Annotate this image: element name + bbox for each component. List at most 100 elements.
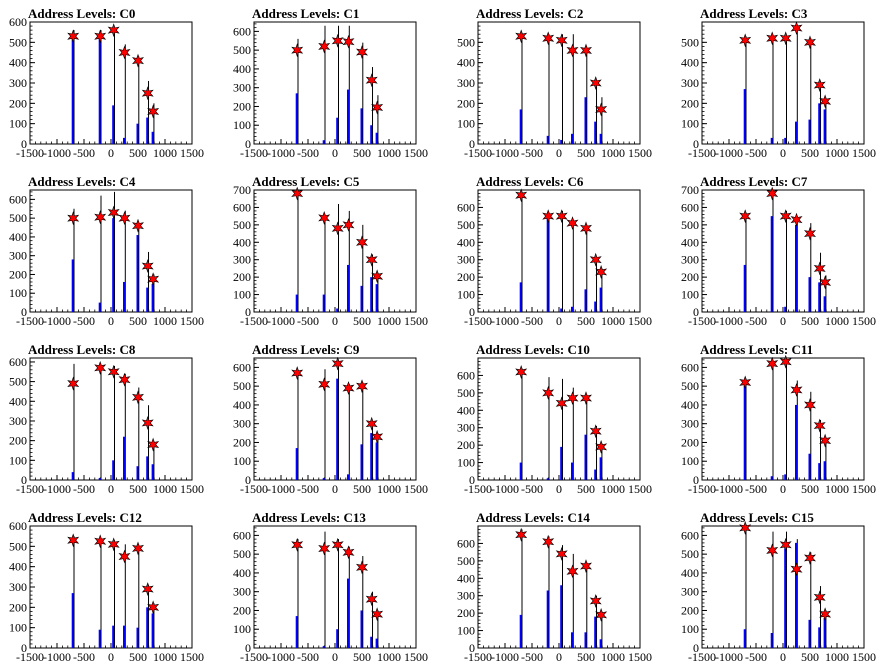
x-tick-label: -1000 (715, 314, 743, 328)
y-tick-label: 200 (681, 96, 699, 110)
x-tick-label: -1500 (16, 482, 44, 496)
y-tick-label: 600 (681, 360, 699, 374)
x-tick-label: -500 (745, 146, 767, 160)
y-tick-label: 500 (681, 379, 699, 393)
y-tick-label: 200 (457, 438, 475, 452)
peak-marker (766, 543, 779, 558)
y-tick-label: 200 (457, 96, 475, 110)
chart-title: Address Levels: C4 (28, 174, 136, 189)
x-tick-label: -1000 (43, 482, 71, 496)
y-tick-label: 400 (233, 62, 251, 76)
y-tick-label: 200 (233, 99, 251, 113)
x-tick-label: -500 (297, 482, 319, 496)
peak-marker (555, 546, 568, 561)
x-tick-label: 1000 (153, 314, 177, 328)
y-tick-label: 100 (457, 117, 475, 131)
y-tick-label: 200 (233, 270, 251, 284)
y-tick-label: 300 (9, 249, 27, 263)
peak-marker (356, 560, 368, 575)
x-tick-label: -1000 (43, 146, 71, 160)
y-tick-label: 600 (681, 200, 699, 214)
y-tick-label: 0 (245, 473, 251, 487)
x-tick-label: 0 (780, 650, 786, 664)
y-tick-label: 600 (457, 368, 475, 382)
x-tick-label: 1500 (852, 482, 876, 496)
x-tick-label: 500 (353, 146, 371, 160)
peak-marker (779, 354, 792, 369)
x-tick-label: 1000 (825, 482, 849, 496)
x-tick-label: -1000 (43, 314, 71, 328)
x-tick-label: -500 (73, 146, 95, 160)
peak-marker (566, 216, 579, 231)
x-tick-label: 1500 (852, 650, 876, 664)
peak-marker (804, 398, 816, 412)
x-tick-label: 1500 (404, 146, 428, 160)
y-tick-label: 500 (457, 386, 475, 400)
x-tick-label: 500 (577, 146, 595, 160)
x-tick-label: -500 (73, 650, 95, 664)
x-tick-label: -1500 (240, 650, 268, 664)
chart-title: Address Levels: C9 (252, 342, 360, 357)
peak-marker (94, 360, 107, 375)
x-tick-label: -1500 (240, 314, 268, 328)
chart-title: Address Levels: C11 (700, 342, 813, 357)
x-tick-label: 1000 (601, 146, 625, 160)
peak-marker (342, 34, 355, 49)
y-tick-label: 400 (9, 394, 27, 408)
peak-marker (515, 29, 528, 44)
x-tick-label: 500 (577, 650, 595, 664)
y-tick-label: 500 (9, 35, 27, 49)
x-tick-label: 0 (556, 650, 562, 664)
x-tick-label: 1000 (825, 314, 849, 328)
x-tick-label: 1000 (377, 146, 401, 160)
peak-marker (132, 53, 144, 68)
x-tick-label: 0 (108, 482, 114, 496)
peak-marker (555, 396, 568, 411)
x-tick-label: 1000 (153, 146, 177, 160)
x-tick-label: -500 (73, 314, 95, 328)
peak-marker (813, 261, 826, 276)
y-tick-label: 0 (21, 641, 27, 655)
x-tick-label: 0 (780, 482, 786, 496)
y-tick-label: 300 (233, 417, 251, 431)
y-tick-label: 0 (469, 137, 475, 151)
y-tick-label: 0 (469, 305, 475, 319)
peak-marker (94, 534, 107, 549)
y-tick-label: 600 (233, 360, 251, 374)
y-tick-label: 200 (457, 606, 475, 620)
peak-marker (819, 607, 832, 622)
x-tick-label: -1000 (267, 650, 295, 664)
peak-marker (589, 594, 602, 608)
peak-marker (542, 209, 555, 224)
peak-marker (331, 33, 344, 48)
y-tick-label: 200 (457, 270, 475, 284)
peak-marker (595, 102, 608, 117)
peak-marker (118, 211, 131, 226)
y-tick-label: 0 (469, 473, 475, 487)
chart-panel-2: Address Levels: C20100200300400500-1500-… (457, 6, 652, 160)
peak-marker (371, 429, 384, 444)
peak-marker (67, 533, 80, 548)
y-tick-label: 0 (693, 305, 699, 319)
y-tick-label: 0 (469, 641, 475, 655)
x-tick-label: -1000 (267, 146, 295, 160)
x-tick-label: -1500 (16, 314, 44, 328)
x-tick-label: -1000 (715, 482, 743, 496)
y-tick-label: 500 (233, 379, 251, 393)
x-tick-label: 1500 (628, 650, 652, 664)
peak-marker (555, 209, 568, 224)
peak-marker (94, 29, 107, 44)
x-tick-label: 500 (801, 314, 819, 328)
y-tick-label: 400 (681, 566, 699, 580)
chart-title: Address Levels: C8 (28, 342, 136, 357)
peak-marker (813, 78, 826, 92)
y-tick-label: 500 (681, 218, 699, 232)
x-tick-label: 1000 (153, 650, 177, 664)
y-tick-label: 500 (233, 547, 251, 561)
y-tick-label: 100 (681, 117, 699, 131)
peak-marker (566, 564, 579, 579)
peak-marker (566, 43, 579, 58)
x-tick-label: 1000 (825, 650, 849, 664)
x-tick-label: -1500 (688, 146, 716, 160)
